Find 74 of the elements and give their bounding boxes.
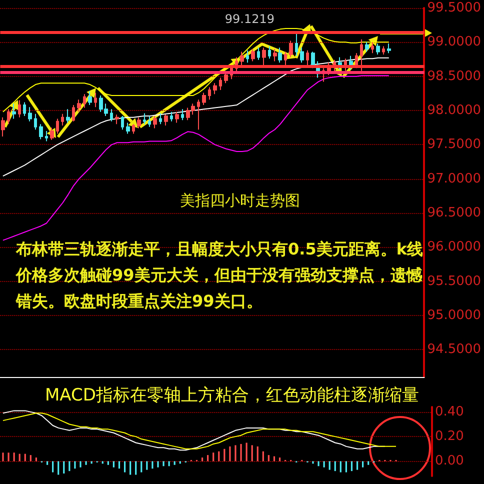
candlestick	[12, 103, 16, 120]
candlestick	[159, 112, 162, 125]
candlestick	[34, 113, 37, 130]
annotation: 布林带三轨逐渐走平，且幅度大小只有0.5美元距离。k线价格多次触碰99美元大关，但由于没有强劲支撑点，遗憾错失。欧盘时段重点关注99关口。	[15, 240, 423, 310]
candlestick	[224, 72, 228, 84]
candlestick	[126, 122, 130, 134]
candlestick	[18, 100, 21, 118]
candlestick	[257, 47, 260, 60]
candlestick	[121, 115, 124, 130]
candlestick	[77, 99, 81, 112]
y-tick-label: 98.5000	[427, 68, 482, 84]
candlestick	[284, 51, 287, 66]
text: 美指四小时走势图	[180, 192, 300, 210]
candlestick	[240, 51, 244, 66]
y-tick-label: 95.5000	[427, 274, 482, 289]
candlestick	[148, 115, 151, 128]
candlestick	[164, 114, 168, 126]
candlestick	[23, 102, 26, 116]
candlestick	[143, 112, 146, 125]
y-tick-label: 94.5000	[427, 342, 482, 358]
chart-title: MACD指标在零轴上方粘合，红色动能柱逐渐缩量	[45, 386, 419, 406]
y-tick-label: 97.5000	[427, 137, 482, 152]
candlestick	[66, 108, 70, 124]
y-tick-label: 96.5000	[427, 206, 482, 220]
y-tick-label: 0.00	[435, 454, 464, 469]
candlestick	[262, 47, 266, 66]
candlestick	[300, 47, 304, 64]
candlestick	[376, 43, 380, 55]
y-tick-label: 96.0000	[427, 240, 482, 255]
candlestick	[202, 92, 206, 106]
candlestick	[115, 114, 119, 125]
candlestick	[45, 130, 48, 142]
y-tick-label: 0.20	[435, 429, 464, 444]
candlestick	[268, 46, 271, 60]
candlestick	[132, 124, 135, 134]
candlestick	[333, 59, 336, 73]
candlestick	[1, 116, 5, 137]
candlestick	[56, 118, 59, 134]
candlestick	[181, 108, 184, 121]
candlestick	[387, 43, 391, 54]
y-tick-label: 99.5000	[427, 0, 482, 16]
candlestick	[50, 127, 54, 140]
candlestick	[219, 77, 222, 90]
candlestick	[170, 111, 173, 122]
candlestick	[28, 106, 32, 122]
y-tick-label: 0.40	[435, 404, 464, 420]
candlestick	[83, 94, 86, 108]
y-tick-label: 97.0000	[427, 171, 482, 186]
candlestick	[110, 108, 113, 122]
candlestick	[197, 99, 200, 130]
candlestick	[289, 40, 293, 58]
candlestick	[208, 86, 211, 100]
candlestick	[278, 47, 282, 64]
candlestick	[338, 56, 342, 70]
candlestick	[7, 108, 10, 125]
candlestick	[382, 46, 385, 55]
candlestick	[306, 50, 309, 66]
candlestick	[39, 124, 43, 140]
candlestick	[246, 50, 249, 64]
candlestick	[251, 48, 255, 62]
candlestick	[72, 104, 75, 122]
candlestick	[88, 90, 92, 106]
y-tick-label: 99.0000	[427, 34, 482, 50]
candlestick	[153, 115, 157, 129]
annotation: 99.1219	[224, 12, 274, 26]
candlestick	[61, 113, 64, 126]
candlestick	[273, 48, 277, 62]
candlestick	[137, 116, 141, 129]
candlestick	[213, 82, 217, 95]
y-tick-label: 95.0000	[427, 308, 482, 323]
candlestick	[94, 92, 97, 108]
candlestick	[295, 33, 298, 56]
candlestick	[175, 111, 179, 124]
y-tick-label: 98.0000	[427, 103, 482, 118]
